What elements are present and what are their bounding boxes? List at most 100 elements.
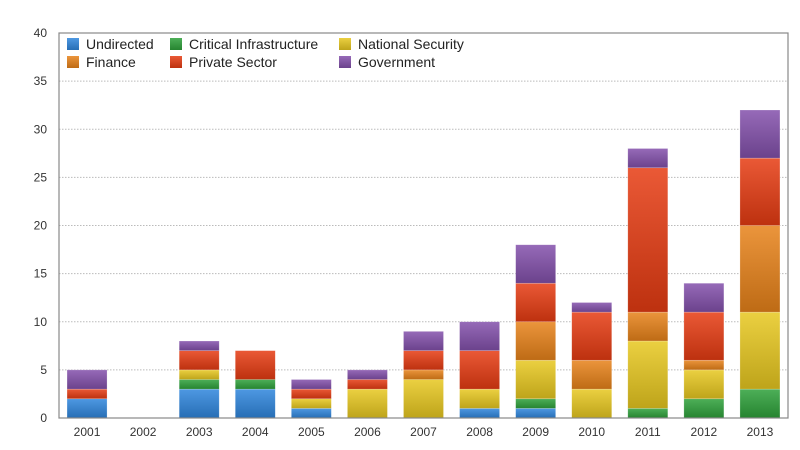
bar-segment-government [739, 109, 781, 159]
legend-item: Finance [67, 54, 136, 70]
legend-swatch [339, 38, 351, 50]
x-tick-label: 2007 [410, 425, 437, 439]
bar-segment-national-security [739, 311, 781, 390]
x-tick-label: 2001 [74, 425, 101, 439]
bar-segment-private-sector [571, 311, 613, 361]
bar-stack-2006 [347, 369, 388, 419]
bar-segment-private-sector [234, 350, 276, 380]
bar-segment-finance [683, 359, 725, 371]
legend-label: Finance [86, 54, 136, 70]
legend-swatch [339, 56, 351, 68]
plot-frame [58, 32, 789, 419]
y-tick-label: 25 [34, 170, 48, 184]
y-tick-label: 10 [34, 315, 48, 329]
bar-segment-private-sector [627, 167, 669, 313]
x-tick-label: 2005 [298, 425, 325, 439]
bar-segment-critical-infrastructure [683, 398, 725, 419]
bar-stack-2013 [739, 109, 781, 419]
x-tick-label: 2002 [130, 425, 157, 439]
x-tick-label: 2003 [186, 425, 213, 439]
bar-segment-national-security [515, 359, 556, 400]
bar-segment-undirected [459, 408, 500, 419]
bar-segment-government [459, 321, 500, 351]
bar-segment-national-security [459, 388, 500, 409]
y-tick-label: 30 [34, 122, 48, 136]
bar-segment-national-security [403, 379, 444, 419]
bar-segment-private-sector [178, 350, 220, 371]
bar-segment-critical-infrastructure [739, 388, 781, 419]
bar-stack-2011 [627, 148, 669, 419]
bar-stack-2007 [403, 331, 444, 419]
bar-segment-critical-infrastructure [627, 408, 669, 419]
bar-segment-national-security [291, 398, 332, 409]
legend-swatch [67, 38, 79, 50]
bars [66, 109, 781, 419]
bar-segment-finance [739, 225, 781, 313]
legend-label: Government [358, 54, 435, 70]
bar-segment-finance [627, 311, 669, 342]
x-tick-label: 2013 [747, 425, 774, 439]
bar-segment-government [347, 369, 388, 380]
bar-segment-undirected [234, 388, 276, 419]
bar-segment-government [403, 331, 444, 351]
bar-segment-undirected [291, 408, 332, 419]
y-tick-label: 40 [34, 26, 48, 40]
bar-segment-national-security [178, 369, 220, 380]
bar-segment-private-sector [683, 311, 725, 361]
bar-stack-2001 [66, 369, 108, 419]
legend-swatch [170, 38, 182, 50]
x-tick-label: 2006 [354, 425, 381, 439]
y-tick-label: 15 [34, 267, 48, 281]
bar-segment-private-sector [66, 388, 108, 400]
legend-item: Critical Infrastructure [170, 36, 318, 52]
axes: 0 5 10 15 20 25 30 35 40 2001 2002 2003 2004 2005 2006… [34, 26, 789, 439]
gridlines [59, 80, 788, 371]
bar-segment-finance [403, 369, 444, 380]
legend: Undirected Critical Infrastructure Nationa… [67, 36, 464, 70]
legend-item: National Security [339, 36, 464, 52]
bar-segment-finance [515, 321, 556, 361]
legend-label: Critical Infrastructure [189, 36, 318, 52]
bar-segment-government [571, 302, 613, 313]
legend-label: Private Sector [189, 54, 277, 70]
bar-segment-government [515, 244, 556, 284]
bar-segment-national-security [571, 388, 613, 419]
bar-segment-private-sector [739, 157, 781, 226]
bar-segment-critical-infrastructure [234, 379, 276, 390]
bar-segment-critical-infrastructure [515, 398, 556, 409]
bar-segment-government [66, 369, 108, 390]
x-tick-label: 2008 [466, 425, 493, 439]
y-tick-label: 5 [40, 363, 47, 377]
bar-stack-2005 [291, 379, 332, 419]
x-tick-label: 2011 [635, 425, 661, 439]
bar-segment-government [683, 282, 725, 313]
bar-segment-undirected [515, 408, 556, 419]
bar-segment-national-security [347, 388, 388, 419]
bar-stack-2003 [178, 340, 220, 419]
bar-stack-2009 [515, 244, 556, 419]
bar-segment-government [178, 340, 220, 351]
legend-swatch [67, 56, 79, 68]
x-tick-label: 2009 [522, 425, 549, 439]
x-tick-label: 2010 [578, 425, 605, 439]
bar-stack-2012 [683, 282, 725, 419]
legend-swatch [170, 56, 182, 68]
bar-stack-2008 [459, 321, 500, 419]
x-tick-label: 2012 [691, 425, 718, 439]
bar-segment-government [291, 379, 332, 390]
bar-stack-2010 [571, 302, 613, 419]
bar-segment-government [627, 148, 669, 169]
bar-segment-critical-infrastructure [178, 379, 220, 390]
bar-segment-national-security [627, 340, 669, 409]
bar-stack-2004 [234, 350, 276, 419]
bar-segment-private-sector [403, 350, 444, 371]
y-tick-label: 0 [40, 411, 47, 425]
legend-label: National Security [358, 36, 464, 52]
legend-item: Undirected [67, 36, 154, 52]
bar-segment-private-sector [347, 379, 388, 390]
legend-item: Private Sector [170, 54, 277, 70]
y-tick-label: 20 [34, 219, 48, 233]
bar-segment-private-sector [459, 350, 500, 390]
bar-segment-undirected [66, 398, 108, 419]
bar-segment-private-sector [291, 388, 332, 400]
